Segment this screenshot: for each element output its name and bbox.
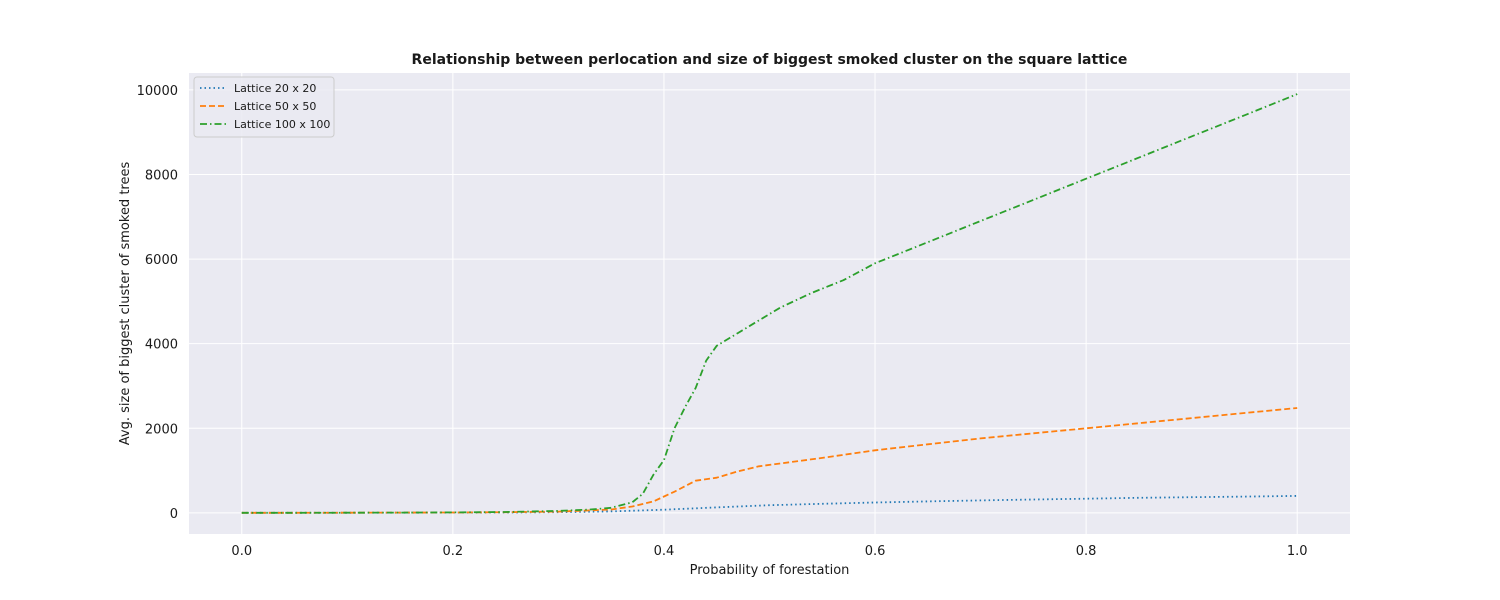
- x-tick-label: 0.6: [865, 544, 886, 559]
- grid: [189, 73, 1350, 534]
- y-axis-label: Avg. size of biggest cluster of smoked t…: [118, 162, 133, 446]
- series-line-3: [241, 93, 1298, 514]
- x-tick-label: 0.8: [1076, 544, 1097, 559]
- ticks: 0.0 0.2 0.4 0.6 0.8 1.0 0 2000 4000 6000 8000 10000: [137, 84, 1308, 559]
- y-tick-label: 10000: [137, 84, 178, 99]
- series-layer: [241, 93, 1298, 514]
- x-tick-label: 0.2: [443, 544, 464, 559]
- y-tick-label: 2000: [145, 422, 178, 437]
- legend-label-3: Lattice 100 x 100: [234, 118, 330, 131]
- x-tick-label: 1.0: [1287, 544, 1308, 559]
- x-tick-label: 0.4: [654, 544, 675, 559]
- y-tick-label: 8000: [145, 169, 178, 184]
- legend-label-2: Lattice 50 x 50: [234, 100, 316, 113]
- x-tick-label: 0.0: [231, 544, 252, 559]
- y-tick-label: 6000: [145, 253, 178, 268]
- chart-title: Relationship between perlocation and siz…: [412, 52, 1128, 68]
- legend-box: [193, 76, 335, 138]
- plot-area: [189, 73, 1350, 534]
- x-axis-label: Probability of forestation: [690, 563, 850, 578]
- legend: Lattice 20 x 20 Lattice 50 x 50 Lattice 10…: [193, 76, 335, 138]
- y-tick-label: 4000: [145, 338, 178, 353]
- y-tick-label: 0: [170, 507, 178, 522]
- legend-label-1: Lattice 20 x 20: [234, 82, 316, 95]
